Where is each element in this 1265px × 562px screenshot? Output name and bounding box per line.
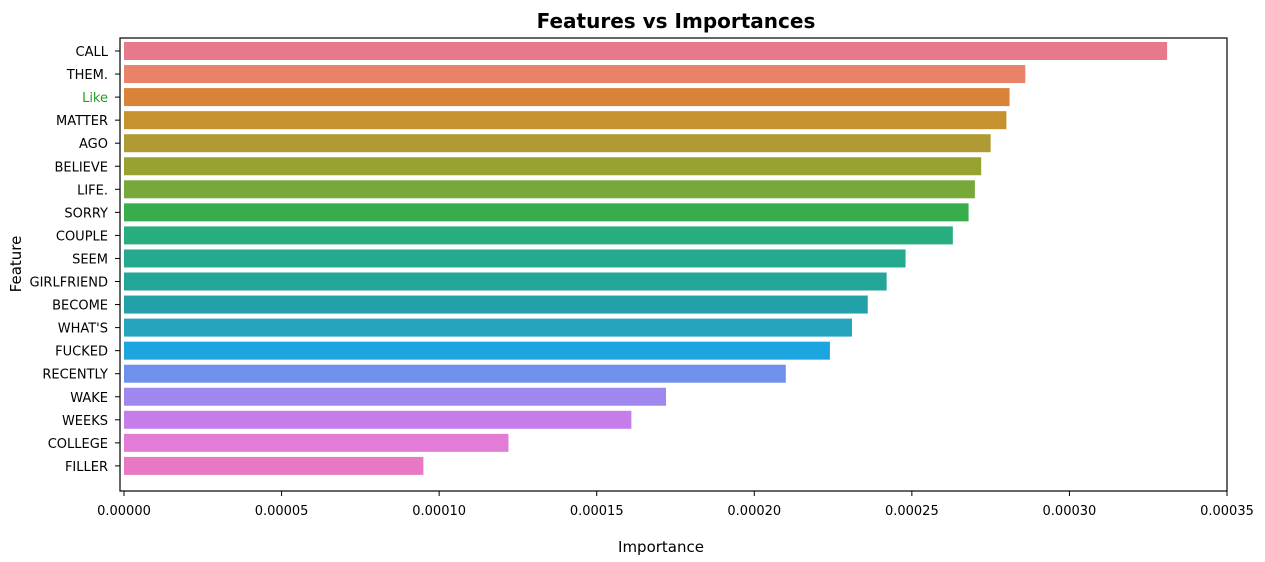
bar-couple xyxy=(124,226,953,245)
y-tick-label: CALL xyxy=(76,45,109,60)
y-tick-label: WHAT'S xyxy=(58,322,108,337)
y-tick-label: BELIEVE xyxy=(54,160,108,175)
bar-become xyxy=(124,295,868,314)
y-tick-label: MATTER xyxy=(56,114,108,129)
y-tick-label: SORRY xyxy=(64,206,108,221)
x-tick-label: 0.00010 xyxy=(412,504,466,519)
bar-filler xyxy=(124,456,424,475)
bar-call xyxy=(124,42,1168,60)
y-tick-label: COUPLE xyxy=(56,229,108,244)
y-tick-label: COLLEGE xyxy=(48,437,108,452)
bar-college xyxy=(124,433,509,452)
x-tick-label: 0.00025 xyxy=(885,504,939,519)
plot-frame xyxy=(119,37,1228,492)
y-tick-label: WEEKS xyxy=(62,414,108,429)
bar-believe xyxy=(124,157,982,176)
y-tick-label: FUCKED xyxy=(55,345,108,360)
x-tick-label: 0.00000 xyxy=(97,504,151,519)
y-tick-label: Like xyxy=(82,91,108,106)
bar-recently xyxy=(124,364,786,383)
y-tick-label: AGO xyxy=(79,137,108,152)
bar-wake xyxy=(124,387,667,406)
bar-fucked xyxy=(124,341,830,360)
y-tick-label: THEM. xyxy=(66,68,108,83)
bar-life xyxy=(124,180,975,199)
bar-like xyxy=(124,88,1010,107)
y-axis-ticks: CALL THEM. Like MATTER AGO BELIEVE LIFE. SORRY C… xyxy=(30,45,120,475)
x-tick-label: 0.00030 xyxy=(1043,504,1097,519)
x-tick-label: 0.00020 xyxy=(727,504,781,519)
y-tick-label: WAKE xyxy=(70,391,108,406)
bar-ago xyxy=(124,134,991,153)
y-tick-label: FILLER xyxy=(65,460,108,475)
bar-weeks xyxy=(124,410,632,429)
x-tick-label: 0.00005 xyxy=(255,504,309,519)
y-tick-label: SEEM xyxy=(72,252,108,267)
bar-sorry xyxy=(124,203,969,222)
y-tick-label: RECENTLY xyxy=(42,368,108,383)
chart-title: Features vs Importances xyxy=(537,9,816,33)
bar-matter xyxy=(124,111,1007,130)
x-tick-label: 0.00015 xyxy=(570,504,624,519)
bar-them xyxy=(124,65,1026,84)
y-tick-label: GIRLFRIEND xyxy=(30,276,108,291)
x-axis-ticks: 0.00000 0.00005 0.00010 0.00015 0.00020 0.000… xyxy=(97,491,1254,519)
y-tick-label: LIFE. xyxy=(77,183,108,198)
x-axis-label: Importance xyxy=(618,538,704,556)
bar-what-s xyxy=(124,318,852,337)
y-tick-label: BECOME xyxy=(52,299,108,314)
y-axis-label: Feature xyxy=(7,236,25,293)
bar-seem xyxy=(124,249,906,268)
bar-girlfriend xyxy=(124,272,887,291)
x-tick-label: 0.00035 xyxy=(1200,504,1254,519)
bars-group xyxy=(124,42,1168,475)
